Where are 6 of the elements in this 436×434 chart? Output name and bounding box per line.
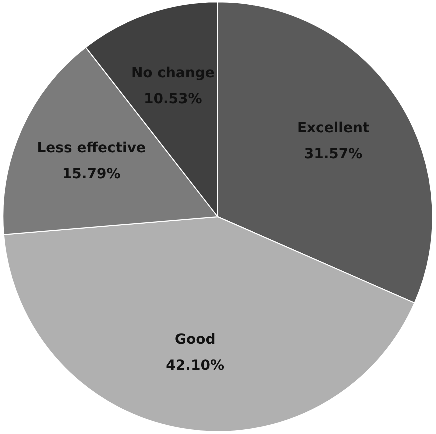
slice-label: Good (174, 332, 216, 348)
data-label: 42.10% (166, 358, 224, 374)
data-label: 31.57% (304, 146, 363, 162)
data-label: 15.79% (62, 166, 121, 183)
slice-label: Less effective (37, 140, 146, 157)
slice-label: Excellent (297, 120, 370, 136)
